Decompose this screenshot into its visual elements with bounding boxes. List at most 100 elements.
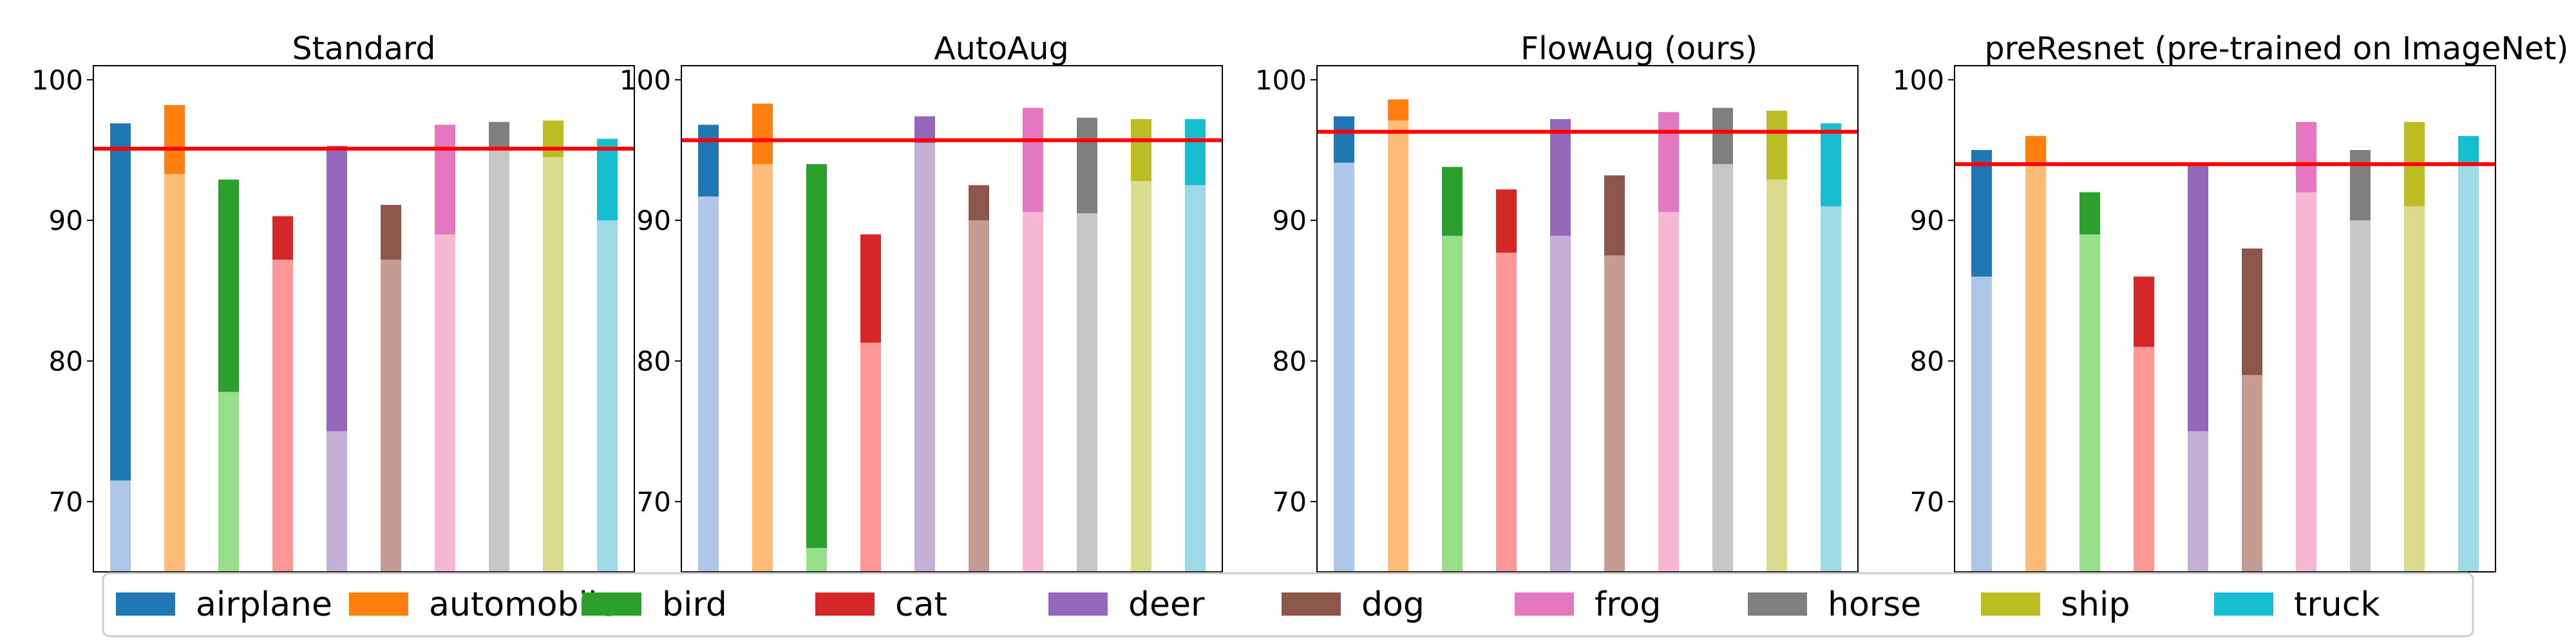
panel-title: preResnet (pre-trained on ImageNet) (1984, 30, 2568, 67)
legend-label-ship: ship (2061, 585, 2130, 624)
bar-cat-high (2134, 276, 2154, 347)
bar-truck-low (597, 220, 618, 573)
bar-airplane-low (1971, 276, 1992, 572)
bar-bird-low (218, 392, 239, 572)
bar-ship-high (1131, 118, 1151, 182)
axes-frame (1316, 65, 1859, 573)
bar-ship-high (543, 120, 564, 157)
y-tick-label: 80 (1910, 346, 1944, 377)
bar-automobile-high (164, 105, 185, 175)
panel-standard: Standard 70 80 90 100 (32, 30, 635, 573)
bar-bird-low (1442, 236, 1463, 572)
bar-airplane-high (110, 123, 131, 481)
bar-frog-high (1023, 108, 1043, 213)
bar-deer-low (2188, 431, 2208, 572)
bar-dog-high (969, 185, 989, 221)
bar-frog-high (435, 124, 455, 234)
bar-bird-low (806, 547, 827, 572)
y-tick-label: 90 (1910, 205, 1944, 236)
bar-cat-low (1496, 252, 1517, 572)
bar-airplane-high (698, 124, 719, 197)
bar-horse-low (2350, 220, 2371, 573)
y-tick-label: 80 (1273, 346, 1307, 377)
bar-deer-high (2188, 164, 2208, 431)
y-tick-label: 80 (49, 346, 83, 377)
legend: airplane automobile bird cat deer dog frog hors… (102, 572, 2474, 638)
bar-horse-low (1712, 164, 1733, 573)
bar-cat-high (1496, 189, 1517, 253)
bar-deer-low (327, 431, 347, 572)
bar-airplane-low (698, 196, 719, 572)
bar-horse-low (489, 150, 509, 572)
bar-dog-high (381, 205, 401, 260)
legend-label-bird: bird (662, 585, 727, 624)
bar-cat-low (272, 260, 293, 572)
bar-airplane-high (1334, 116, 1354, 163)
legend-swatch-deer (1048, 592, 1108, 616)
legend-label-deer: deer (1128, 585, 1205, 624)
bar-bird-low (2079, 234, 2100, 572)
bar-horse-high (1712, 108, 1733, 164)
y-tick-label: 70 (1273, 486, 1307, 518)
bar-bird-high (1442, 167, 1463, 236)
legend-label-dog: dog (1361, 585, 1425, 624)
y-tick-label: 100 (1893, 64, 1944, 96)
bar-ship-low (1766, 179, 1787, 573)
legend-label-airplane: airplane (196, 585, 332, 624)
bar-horse-high (489, 122, 509, 150)
bar-deer-high (327, 146, 347, 431)
bar-frog-low (2296, 192, 2316, 572)
bar-frog-low (1658, 212, 1679, 573)
panel-title: AutoAug (934, 30, 1068, 67)
bar-bird-high (218, 179, 239, 392)
legend-swatch-frog (1515, 592, 1574, 616)
bar-automobile-high (1388, 99, 1408, 121)
bar-horse-high (2350, 150, 2371, 221)
panel-flowaug: FlowAug (ours) 70 80 90 100 (1255, 30, 1859, 573)
bar-dog-low (2242, 375, 2262, 572)
legend-swatch-horse (1748, 592, 1807, 616)
bar-dog-low (969, 220, 989, 573)
bar-automobile-low (1388, 120, 1408, 572)
legend-label-truck: truck (2294, 585, 2380, 624)
legend-swatch-cat (815, 592, 875, 616)
panel-preresnet: preResnet (pre-trained on ImageNet) 70 80… (1893, 30, 2569, 573)
bar-airplane-low (1334, 162, 1354, 572)
bar-cat-high (860, 234, 881, 343)
bar-truck-high (1185, 118, 1206, 185)
y-tick-label: 80 (637, 346, 671, 377)
bar-horse-high (1077, 117, 1097, 214)
bar-cat-high (272, 216, 293, 260)
bar-frog-low (435, 234, 455, 572)
bar-bird-high (2079, 192, 2100, 234)
bar-truck-high (1821, 123, 1841, 207)
legend-swatch-truck (2214, 592, 2273, 616)
bar-dog-high (2242, 248, 2262, 375)
bar-deer-low (1550, 236, 1571, 572)
bar-dog-low (381, 260, 401, 572)
bar-cat-low (860, 343, 881, 572)
y-tick-label: 70 (1910, 486, 1944, 518)
bar-frog-low (1023, 212, 1043, 573)
bar-truck-low (2458, 164, 2479, 573)
legend-swatch-bird (582, 592, 641, 616)
bar-bird-high (806, 164, 827, 548)
panel-title: Standard (292, 30, 436, 67)
bar-frog-high (1658, 112, 1679, 213)
bar-truck-high (2458, 136, 2479, 164)
bar-ship-high (1766, 110, 1787, 180)
bar-airplane-high (1971, 150, 1992, 277)
bar-deer-high (1550, 118, 1571, 236)
bar-automobile-high (2025, 136, 2046, 164)
legend-label-cat: cat (895, 585, 947, 624)
panel-title: FlowAug (ours) (1520, 30, 1757, 67)
y-tick-label: 70 (49, 486, 83, 518)
axes-frame (681, 65, 1223, 573)
axes-frame (1954, 65, 2496, 573)
legend-label-horse: horse (1828, 585, 1921, 624)
bar-truck-low (1185, 185, 1206, 572)
y-tick-label: 100 (620, 64, 671, 96)
panel-autoaug: AutoAug 70 80 90 100 (620, 30, 1223, 573)
bar-airplane-low (110, 480, 131, 572)
